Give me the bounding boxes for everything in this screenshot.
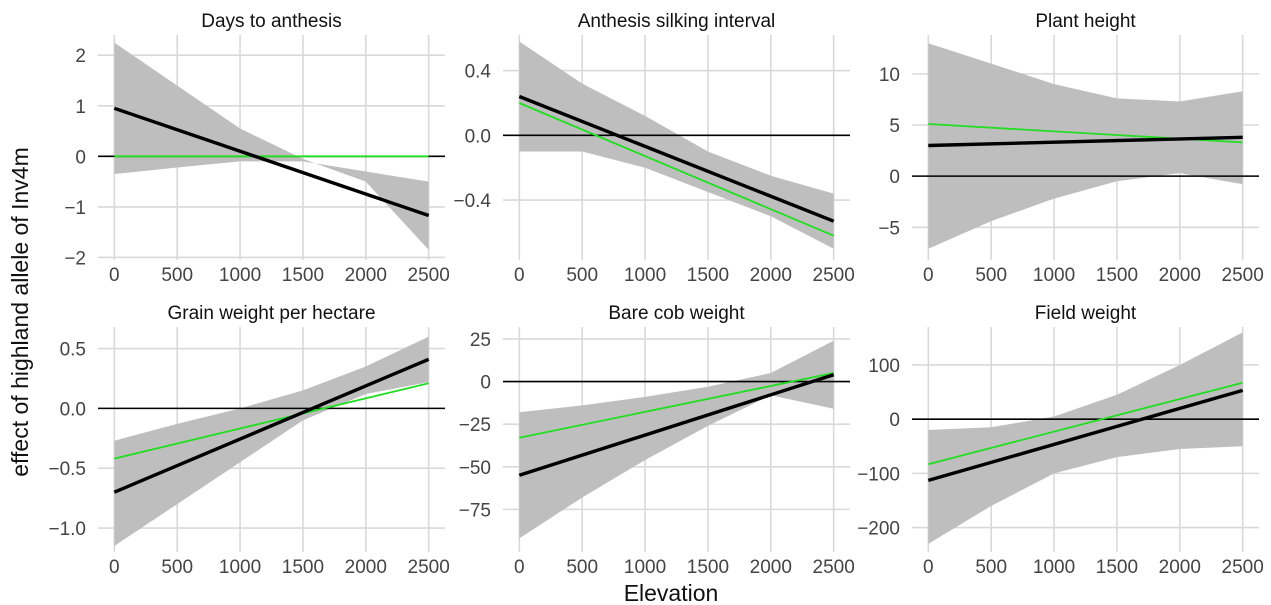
y-tick-label: 25 — [470, 330, 491, 351]
y-tick-label: 0.4 — [465, 62, 492, 83]
x-tick-label: 500 — [161, 265, 193, 286]
x-tick-label: 2000 — [345, 265, 387, 286]
y-tick-label: −5 — [878, 218, 900, 239]
x-tick-label: 0 — [923, 265, 934, 286]
y-tick-label: 2 — [75, 46, 86, 67]
panel: Grain weight per hectare 0 500 1000 1500 2000… — [48, 303, 449, 578]
x-tick-label: 1500 — [282, 557, 324, 578]
y-tick-label: −1.0 — [48, 519, 86, 540]
x-tick-label: 2500 — [1222, 265, 1264, 286]
x-tick-label: 2000 — [1159, 557, 1201, 578]
reference-line — [518, 102, 835, 237]
x-tick-label: 2000 — [345, 557, 387, 578]
y-tick-label: 0.5 — [60, 340, 86, 361]
reference-line — [114, 382, 429, 460]
x-tick-label: 2500 — [1222, 557, 1264, 578]
confidence-band — [928, 43, 1243, 249]
y-tick-label: −200 — [857, 519, 900, 540]
y-tick-label: 100 — [868, 356, 900, 377]
panel: Anthesis silking interval 0 500 1000 1500 200… — [453, 11, 854, 286]
panel-title: Grain weight per hectare — [167, 303, 375, 324]
panel-title: Plant height — [1035, 11, 1136, 32]
panel-title: Bare cob weight — [608, 303, 745, 324]
y-tick-label: −100 — [857, 464, 900, 485]
y-tick-label: 1 — [75, 97, 86, 118]
x-tick-label: 500 — [975, 265, 1007, 286]
panel-title: Days to anthesis — [201, 11, 341, 32]
x-tick-label: 0 — [514, 557, 525, 578]
panel-title: Anthesis silking interval — [578, 11, 775, 32]
fitted-line — [113, 357, 430, 494]
y-axis-title: effect of highland allele of Inv4m — [7, 147, 33, 476]
x-tick-label: 500 — [161, 557, 193, 578]
y-tick-label: 0.0 — [465, 126, 491, 147]
reference-line — [928, 381, 1243, 466]
y-tick-label: 10 — [879, 65, 900, 86]
y-tick-label: −2 — [64, 248, 86, 269]
x-tick-label: 1500 — [1096, 557, 1138, 578]
x-tick-label: 2500 — [813, 265, 855, 286]
x-tick-label: 500 — [975, 557, 1007, 578]
fitted-line — [928, 135, 1243, 148]
y-tick-label: −1 — [64, 198, 86, 219]
x-tick-label: 1000 — [219, 557, 261, 578]
y-tick-label: −25 — [459, 415, 491, 436]
x-tick-label: 2500 — [408, 557, 450, 578]
panel: Bare cob weight 0 500 1000 1500 2000 2500 −75 −5… — [459, 303, 855, 578]
x-tick-label: 1500 — [687, 557, 729, 578]
x-tick-label: 2000 — [1159, 265, 1201, 286]
y-tick-label: −0.5 — [48, 459, 86, 480]
panel: Plant height 0 500 1000 1500 2000 2500 −5 0 5 10 — [878, 11, 1263, 286]
y-tick-label: 0 — [480, 373, 491, 394]
y-tick-label: −75 — [459, 500, 491, 521]
y-tick-label: 0.0 — [60, 399, 86, 420]
panel-title: Field weight — [1035, 303, 1137, 324]
confidence-band — [114, 42, 429, 250]
y-tick-label: 0 — [75, 147, 86, 168]
fitted-line — [518, 94, 835, 223]
x-tick-label: 0 — [923, 557, 934, 578]
x-tick-label: 2000 — [750, 557, 792, 578]
x-tick-label: 1500 — [1096, 265, 1138, 286]
x-axis-title: Elevation — [624, 580, 719, 605]
x-tick-label: 500 — [566, 265, 598, 286]
confidence-band — [928, 332, 1243, 544]
fitted-line — [518, 373, 835, 477]
x-tick-label: 2500 — [408, 265, 450, 286]
reference-line — [519, 372, 834, 439]
panel: Days to anthesis 0 500 1000 1500 2000 2500 −2 −1… — [64, 11, 449, 286]
x-tick-label: 1000 — [1033, 265, 1075, 286]
confidence-band — [114, 336, 429, 546]
x-tick-label: 1500 — [687, 265, 729, 286]
fitted-line — [113, 106, 430, 218]
x-tick-label: 0 — [109, 265, 120, 286]
x-tick-label: 1000 — [624, 265, 666, 286]
x-tick-label: 1000 — [1033, 557, 1075, 578]
x-tick-label: 1000 — [219, 265, 261, 286]
y-tick-label: 0 — [889, 167, 900, 188]
y-tick-label: 0 — [889, 410, 900, 431]
confidence-band — [519, 41, 834, 249]
fitted-line — [927, 388, 1244, 483]
x-tick-label: 2000 — [750, 265, 792, 286]
x-tick-label: 2500 — [813, 557, 855, 578]
x-tick-label: 0 — [109, 557, 120, 578]
x-tick-label: 1000 — [624, 557, 666, 578]
x-tick-label: 0 — [514, 265, 525, 286]
y-tick-label: −0.4 — [453, 191, 491, 212]
y-tick-label: 5 — [889, 116, 900, 137]
x-tick-label: 1500 — [282, 265, 324, 286]
y-tick-label: −50 — [459, 458, 491, 479]
x-tick-label: 500 — [566, 557, 598, 578]
